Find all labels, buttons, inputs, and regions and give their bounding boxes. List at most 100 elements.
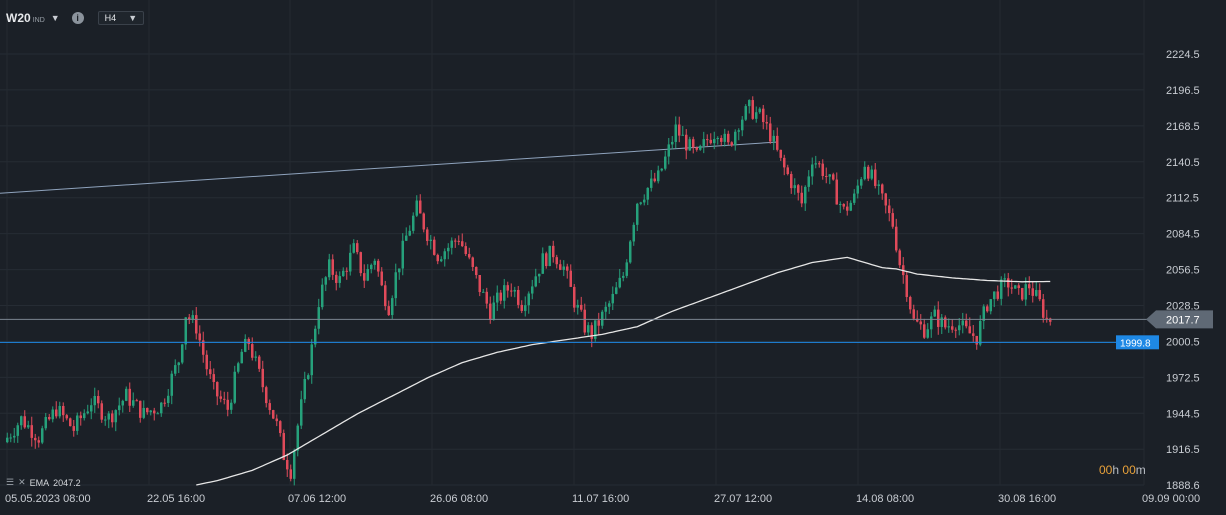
candle-body bbox=[440, 259, 443, 262]
candle-body bbox=[499, 292, 502, 301]
candle-body bbox=[723, 133, 726, 142]
candle-body bbox=[1042, 299, 1045, 318]
candle-body bbox=[524, 305, 527, 311]
candle-body bbox=[314, 328, 317, 345]
candle-body bbox=[1014, 285, 1017, 289]
candle-body bbox=[1035, 290, 1038, 296]
candle-body bbox=[597, 320, 600, 326]
symbol-selector[interactable]: W20 IND bbox=[6, 11, 45, 25]
symbol-dropdown-icon[interactable]: ▼ bbox=[50, 13, 60, 23]
candle-body bbox=[58, 405, 61, 417]
candle-body bbox=[1028, 284, 1031, 289]
candle-body bbox=[51, 409, 54, 420]
candle-body bbox=[863, 166, 866, 180]
candle-body bbox=[622, 275, 625, 278]
candle-body bbox=[492, 302, 495, 320]
candle-body bbox=[653, 178, 656, 182]
candle-body bbox=[62, 405, 65, 416]
candle-body bbox=[821, 163, 824, 177]
y-tick-label: 2028.5 bbox=[1166, 300, 1200, 312]
candle-body bbox=[842, 204, 845, 207]
candle-body bbox=[503, 285, 506, 301]
candle-body bbox=[198, 333, 201, 341]
countdown-hours-unit: h bbox=[1112, 463, 1120, 477]
candle-body bbox=[961, 320, 964, 326]
x-tick-label: 11.07 16:00 bbox=[572, 493, 629, 505]
candle-body bbox=[625, 262, 628, 276]
candle-body bbox=[912, 309, 915, 319]
candle-body bbox=[979, 320, 982, 345]
candle-body bbox=[793, 185, 796, 189]
x-tick-label: 07.06 12:00 bbox=[288, 493, 346, 505]
candle-body bbox=[671, 141, 674, 145]
candle-body bbox=[202, 340, 205, 355]
candle-body bbox=[828, 174, 831, 177]
candle-body bbox=[286, 459, 289, 470]
candle-body bbox=[352, 243, 355, 253]
candle-body bbox=[125, 388, 128, 401]
settings-icon[interactable]: ☰ bbox=[6, 477, 15, 487]
trendline[interactable] bbox=[0, 141, 777, 194]
candle-body bbox=[849, 202, 852, 211]
candle-body bbox=[650, 178, 653, 188]
candle-body bbox=[573, 286, 576, 308]
candle-body bbox=[181, 344, 184, 363]
candle-body bbox=[121, 400, 124, 406]
candle-body bbox=[1049, 318, 1052, 322]
candle-body bbox=[72, 426, 75, 431]
candle-body bbox=[394, 272, 397, 299]
x-tick-label: 14.08 08:00 bbox=[856, 493, 914, 505]
candle-body bbox=[6, 437, 9, 443]
candle-body bbox=[195, 315, 198, 334]
candle-body bbox=[548, 245, 551, 267]
y-tick-label: 1888.6 bbox=[1166, 480, 1200, 492]
candle-body bbox=[660, 168, 663, 171]
candle-body bbox=[254, 356, 257, 358]
candle-body bbox=[370, 264, 373, 270]
candle-body bbox=[944, 317, 947, 328]
candle-body bbox=[23, 416, 26, 428]
info-icon[interactable]: i bbox=[71, 12, 84, 24]
candle-body bbox=[335, 274, 338, 283]
candle-body bbox=[709, 139, 712, 144]
candle-body bbox=[191, 315, 194, 320]
candle-body bbox=[219, 396, 222, 399]
horizontal-line-label: 1999.8 bbox=[1120, 338, 1151, 349]
candle-body bbox=[293, 450, 296, 479]
candle-body bbox=[657, 170, 660, 182]
candle-body bbox=[552, 245, 555, 258]
candle-body bbox=[233, 371, 236, 403]
candle-body bbox=[366, 269, 369, 281]
candle-body bbox=[989, 299, 992, 312]
remove-indicator-icon[interactable]: ✕ bbox=[18, 477, 26, 487]
symbol-name: W20 bbox=[6, 11, 31, 25]
candle-body bbox=[97, 396, 100, 404]
countdown-hours: 00 bbox=[1099, 463, 1113, 477]
y-tick-label: 2168.5 bbox=[1166, 121, 1200, 133]
candle-body bbox=[321, 284, 324, 308]
candle-body bbox=[755, 112, 758, 119]
candle-body bbox=[450, 240, 453, 248]
candle-body bbox=[83, 413, 86, 419]
timeframe-selector[interactable]: H4 ▼ bbox=[97, 11, 145, 25]
candle-body bbox=[289, 469, 292, 479]
candle-body bbox=[153, 410, 156, 414]
x-tick-label: 09.09 00:00 bbox=[1142, 493, 1200, 505]
candle-body bbox=[954, 329, 957, 331]
candle-body bbox=[118, 405, 121, 411]
candle-body bbox=[426, 229, 429, 241]
candle-body bbox=[485, 291, 488, 304]
candle-body bbox=[940, 317, 943, 327]
candle-body bbox=[338, 276, 341, 283]
candle-body bbox=[1017, 285, 1020, 289]
candle-body bbox=[205, 354, 208, 370]
candle-body bbox=[975, 335, 978, 345]
candle-body bbox=[786, 167, 789, 175]
candle-body bbox=[387, 306, 390, 316]
horizontal-line-tag bbox=[1116, 335, 1159, 350]
candle-body bbox=[1000, 279, 1003, 299]
candle-body bbox=[489, 303, 492, 320]
candle-body bbox=[993, 291, 996, 300]
candle-body bbox=[601, 311, 604, 326]
